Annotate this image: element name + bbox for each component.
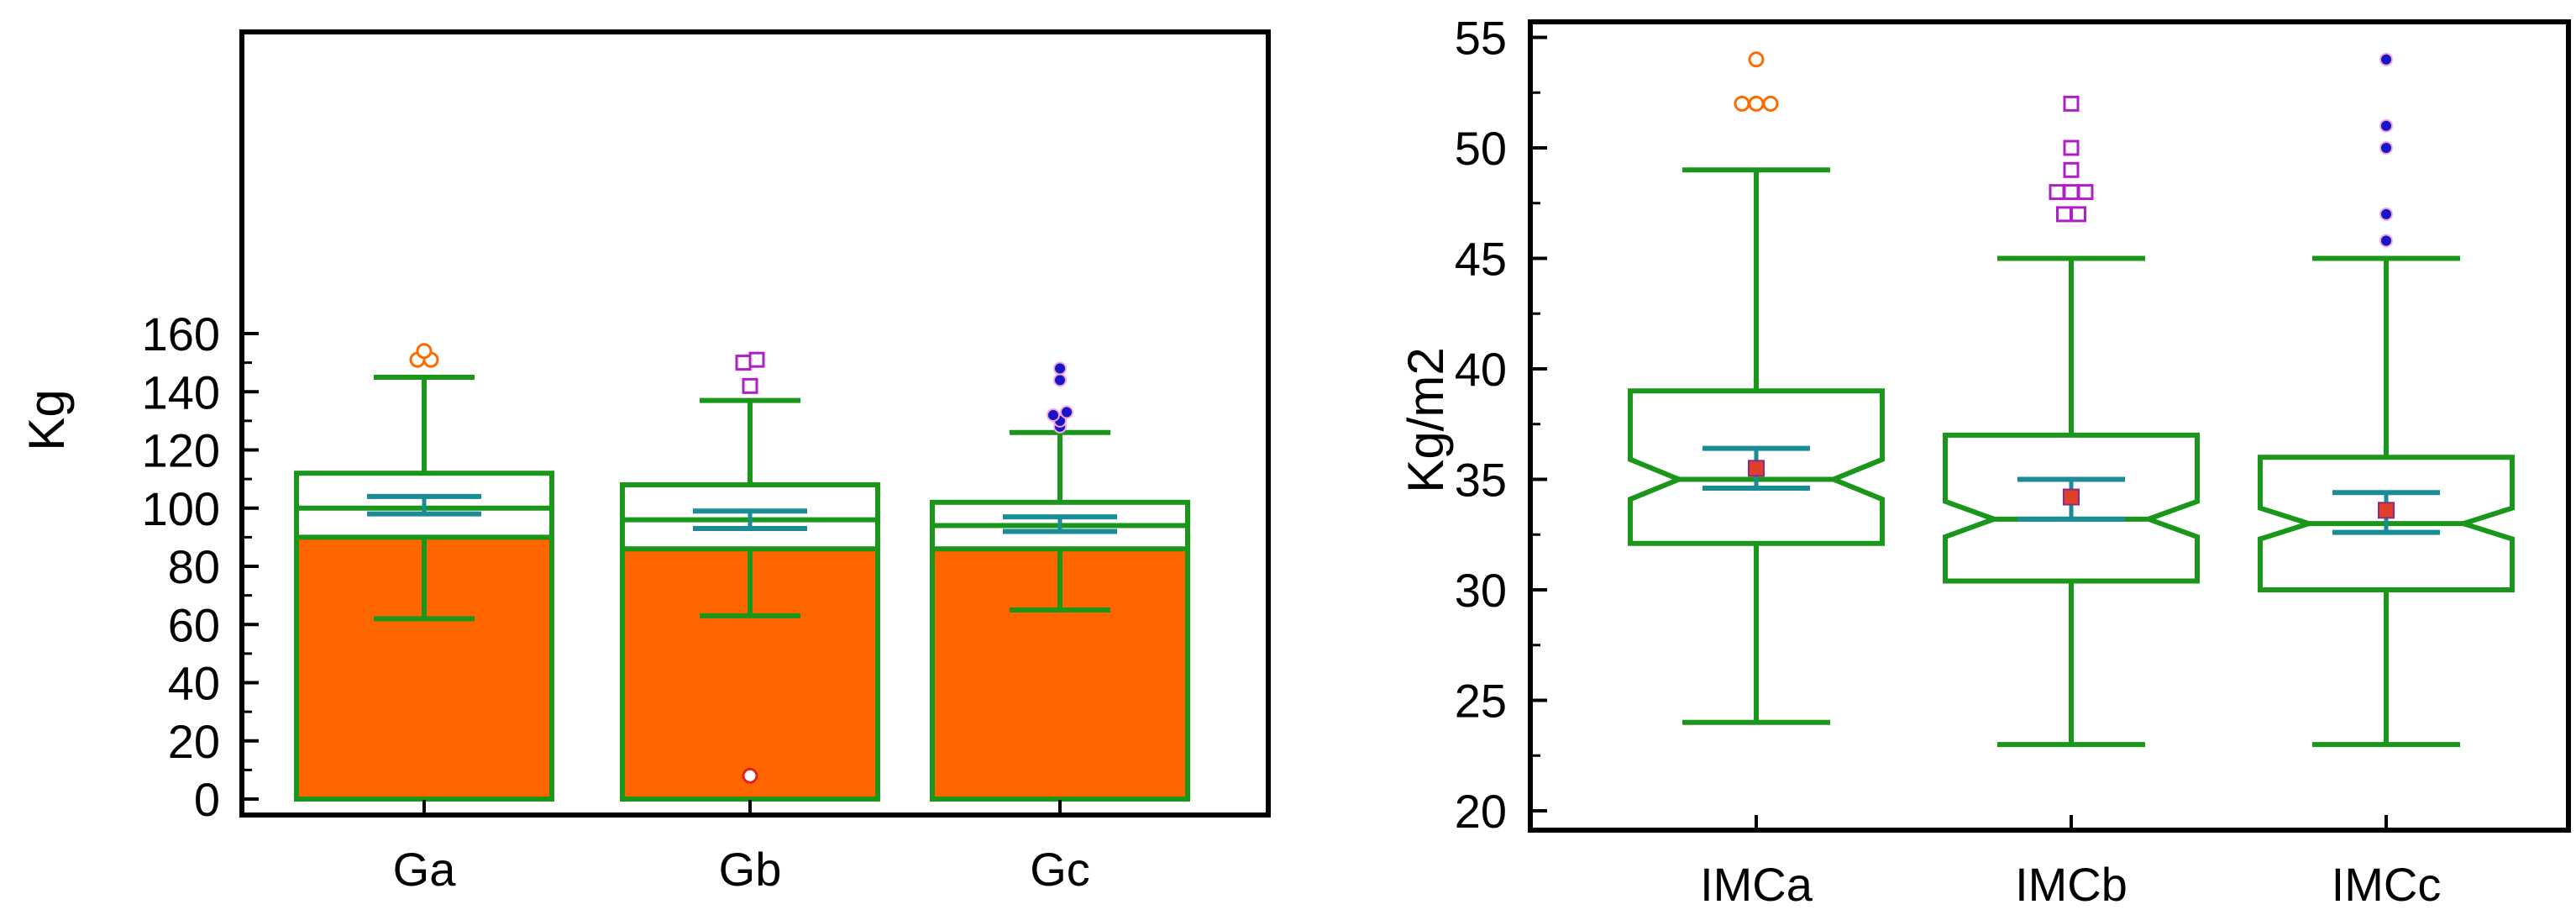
y-tick-label: 140 — [142, 365, 220, 418]
x-tick-label: IMCb — [2015, 858, 2127, 911]
y-axis-title: Kg/m2 — [1398, 347, 1454, 492]
outlier-point — [1748, 95, 1765, 112]
outlier-point — [2077, 184, 2094, 201]
y-tick-label: 80 — [168, 540, 220, 593]
outlier-point — [416, 343, 433, 360]
y-tick-label: 120 — [142, 424, 220, 477]
outlier-point — [1053, 373, 1067, 387]
y-tick-label: 100 — [142, 482, 220, 535]
outlier-point — [2379, 234, 2393, 248]
bmi-notched-box-chart: 20 25 30 35 40 45 50 55 IMCa IMCb IMCc Kg/m2 — [1398, 12, 2571, 911]
y-axis-title: Kg — [18, 389, 75, 450]
mean-marker — [1748, 460, 1765, 477]
outlier-point — [2379, 52, 2393, 66]
outlier-point — [1748, 51, 1765, 68]
x-tick-label: IMCa — [1700, 858, 1813, 911]
outlier-point — [1762, 95, 1779, 112]
y-tick-label: 20 — [1455, 785, 1507, 838]
outlier-point — [2063, 161, 2080, 178]
outlier-point — [2063, 184, 2080, 201]
y-tick-label: 40 — [1455, 343, 1507, 396]
outlier-point — [2063, 139, 2080, 156]
outlier-point — [1734, 95, 1750, 112]
y-tick-label: 25 — [1455, 675, 1507, 728]
outlier-point — [2379, 141, 2393, 155]
x-tick-label: Gc — [1030, 843, 1090, 896]
outlier-point — [2379, 207, 2393, 221]
y-tick-label: 40 — [168, 657, 220, 710]
outlier-point — [1060, 405, 1073, 419]
outlier-point — [2056, 206, 2072, 223]
plot-frame — [1528, 19, 2571, 833]
y-tick-label: 30 — [1455, 564, 1507, 617]
outlier-point — [735, 355, 752, 371]
outlier-point — [2070, 206, 2086, 223]
y-tick-label: 45 — [1455, 233, 1507, 286]
mean-marker — [2378, 502, 2395, 519]
outlier-point — [1047, 408, 1060, 422]
y-tick-label: 160 — [142, 308, 220, 360]
y-tick-label: 55 — [1455, 12, 1507, 65]
plot-frame — [239, 29, 1271, 818]
outlier-point — [742, 377, 758, 394]
outlier-point — [2049, 184, 2065, 201]
y-tick-label: 50 — [1455, 122, 1507, 175]
outlier-point — [748, 351, 765, 368]
y-tick-label: 35 — [1455, 454, 1507, 507]
y-tick-label: 20 — [168, 715, 220, 768]
x-tick-label: Ga — [393, 843, 457, 896]
outlier-point — [1053, 361, 1067, 376]
x-tick-label: IMCc — [2332, 858, 2442, 911]
outlier-point — [742, 767, 758, 784]
x-tick-label: Gb — [719, 843, 782, 896]
outlier-point — [2063, 95, 2080, 112]
mean-marker — [2063, 488, 2080, 506]
y-tick-label: 0 — [194, 773, 220, 826]
y-tick-label: 60 — [168, 598, 220, 651]
outlier-point — [2379, 118, 2393, 133]
